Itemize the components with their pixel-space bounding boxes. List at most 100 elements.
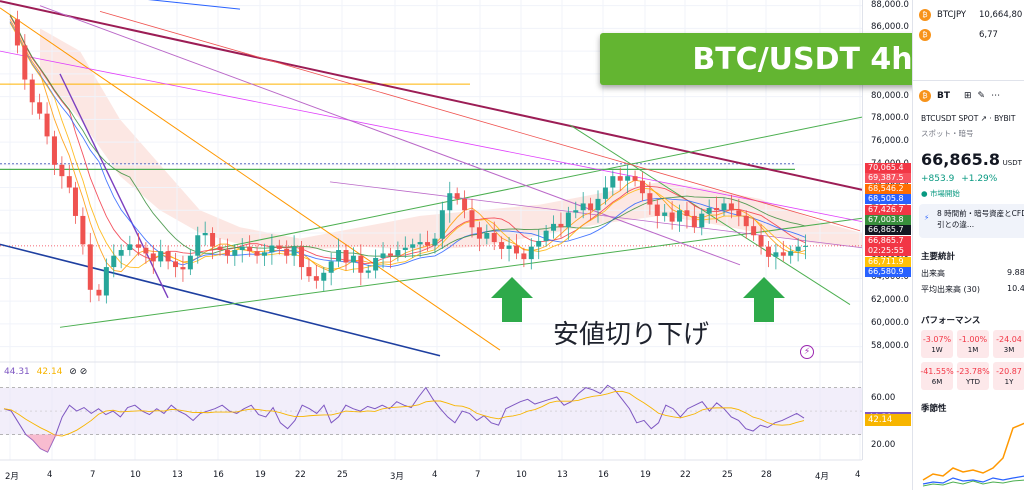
candle-body	[491, 232, 497, 243]
price-tick-label: 64,000.0	[871, 272, 909, 283]
perf-label: 1Y	[1004, 377, 1014, 386]
trend-line	[329, 181, 862, 249]
candle-body	[143, 247, 149, 254]
candle-body	[677, 210, 683, 222]
candle-body	[662, 212, 668, 216]
time-tick-label: 13	[557, 470, 568, 480]
time-tick-label: 3月	[390, 472, 404, 482]
candle-body	[210, 232, 216, 247]
time-tick-label: 16	[598, 470, 609, 480]
eye-icon[interactable]: ⊘	[69, 367, 77, 377]
candle-body	[380, 253, 386, 258]
candle-body	[728, 203, 734, 211]
candle-body	[14, 19, 20, 46]
candles	[14, 10, 809, 304]
rsi-signal-line	[3, 390, 805, 437]
trend-line	[0, 243, 441, 357]
candle-body	[773, 252, 779, 257]
candle-body	[499, 242, 505, 249]
price-tick-label: 80,000.0	[871, 90, 909, 101]
rsi-tick-label: 60.00	[871, 393, 896, 404]
perf-box[interactable]: -41.55% 6M	[920, 362, 954, 390]
candle-body	[365, 270, 371, 273]
watchlist-value: 10,664,80	[979, 10, 1023, 20]
seasonal-chart[interactable]	[913, 418, 1024, 488]
candle-body	[691, 215, 697, 228]
watchlist-item[interactable]: ₿ BTCJPY 10,664,80	[919, 8, 1024, 22]
candle-body	[373, 257, 379, 271]
candle-body	[706, 207, 712, 214]
edit-icon[interactable]: ✎	[977, 91, 986, 101]
perf-value: -24.04	[996, 334, 1022, 344]
price-label: 70,065.4	[865, 163, 911, 173]
up-arrow-icon	[743, 277, 785, 322]
candle-body	[721, 203, 727, 211]
perf-box[interactable]: -20.87 1Y	[993, 362, 1024, 390]
candle-body	[528, 246, 534, 260]
annotation-lower-lows: 安値切り下げ	[553, 320, 710, 350]
seasonal-line	[922, 422, 1024, 481]
external-link-icon[interactable]: ↗	[980, 114, 987, 123]
candle-body	[269, 245, 275, 253]
annotation-arrows	[491, 277, 785, 322]
rsi-oversold-fill	[25, 434, 63, 453]
avg-volume-label: 平均出来高 (30)	[921, 285, 980, 294]
symbol-header[interactable]: BT	[937, 91, 950, 101]
candle-body	[484, 232, 490, 239]
rsi-value-tag: 42.14	[865, 414, 911, 427]
price-label: 66,580.9	[865, 267, 911, 277]
rsi-value-purple: 44.31	[4, 367, 30, 377]
rsi-tick-label: 20.00	[871, 440, 896, 451]
candle-body	[788, 251, 794, 256]
perf-box[interactable]: -23.78% YTD	[956, 362, 990, 390]
candle-body	[291, 246, 297, 256]
market-open-icon: ●	[921, 189, 928, 198]
time-tick-label: 19	[255, 470, 266, 480]
grid-icon[interactable]: ⊞	[964, 91, 972, 101]
candle-body	[439, 210, 445, 239]
time-tick-label: 28	[761, 470, 772, 480]
candle-body	[313, 276, 319, 281]
candle-body	[758, 235, 764, 247]
sidebar-panel: ₿ BTCJPY 10,664,80 ₿ 6,77 ₿ BT ⊞ ✎ ⋯ BTC…	[912, 0, 1024, 490]
watchlist-item[interactable]: ₿ 6,77	[919, 28, 1024, 42]
candle-body	[276, 245, 282, 249]
watchlist-value: 6,77	[979, 30, 998, 40]
more-icon[interactable]: ⋯	[991, 91, 1001, 101]
time-axis[interactable]: 2月 4 7 10 13 16 19 22 25 3月 4 7 10 13 16 19 22 25 28 4月 4	[0, 462, 862, 490]
candle-body	[306, 267, 312, 277]
candle-body	[506, 245, 512, 249]
trend-line	[99, 10, 861, 232]
price-label: 66,711.9	[865, 256, 911, 267]
news-card[interactable]: ⚡ 8 時間前・暗号資産とCFD取引との違...	[919, 204, 1024, 238]
settings-icon[interactable]: ⊘	[79, 367, 88, 377]
perf-box[interactable]: -24.04 3M	[993, 330, 1024, 358]
candle-body	[699, 213, 705, 228]
price-label: 02:25:55	[865, 246, 911, 257]
perf-box[interactable]: -3.07% 1W	[921, 330, 953, 358]
candle-body	[780, 252, 786, 256]
perf-box[interactable]: -1.00% 1M	[957, 330, 989, 358]
time-tick-label: 7	[90, 470, 96, 480]
time-tick-label: 2月	[5, 472, 19, 482]
candle-body	[29, 79, 35, 103]
market-status: 市場開始	[929, 189, 960, 198]
time-tick-label: 10	[130, 470, 141, 480]
main-chart[interactable]	[0, 0, 862, 462]
candle-body	[765, 246, 771, 257]
candle-body	[573, 210, 579, 213]
candle-body	[402, 247, 408, 251]
lightning-icon[interactable]: ⚡	[800, 345, 814, 359]
candle-body	[37, 102, 43, 114]
exchange-name: BYBIT	[994, 114, 1016, 123]
candle-body	[543, 230, 549, 241]
candle-body	[558, 223, 564, 228]
time-tick-label: 22	[680, 470, 691, 480]
seasonal-line	[922, 475, 1024, 485]
time-tick-label: 13	[172, 470, 183, 480]
trend-line	[59, 217, 862, 328]
candle-body	[669, 212, 675, 222]
candle-body	[103, 267, 109, 296]
candle-body	[72, 187, 78, 216]
perf-label: 3M	[1003, 345, 1015, 354]
